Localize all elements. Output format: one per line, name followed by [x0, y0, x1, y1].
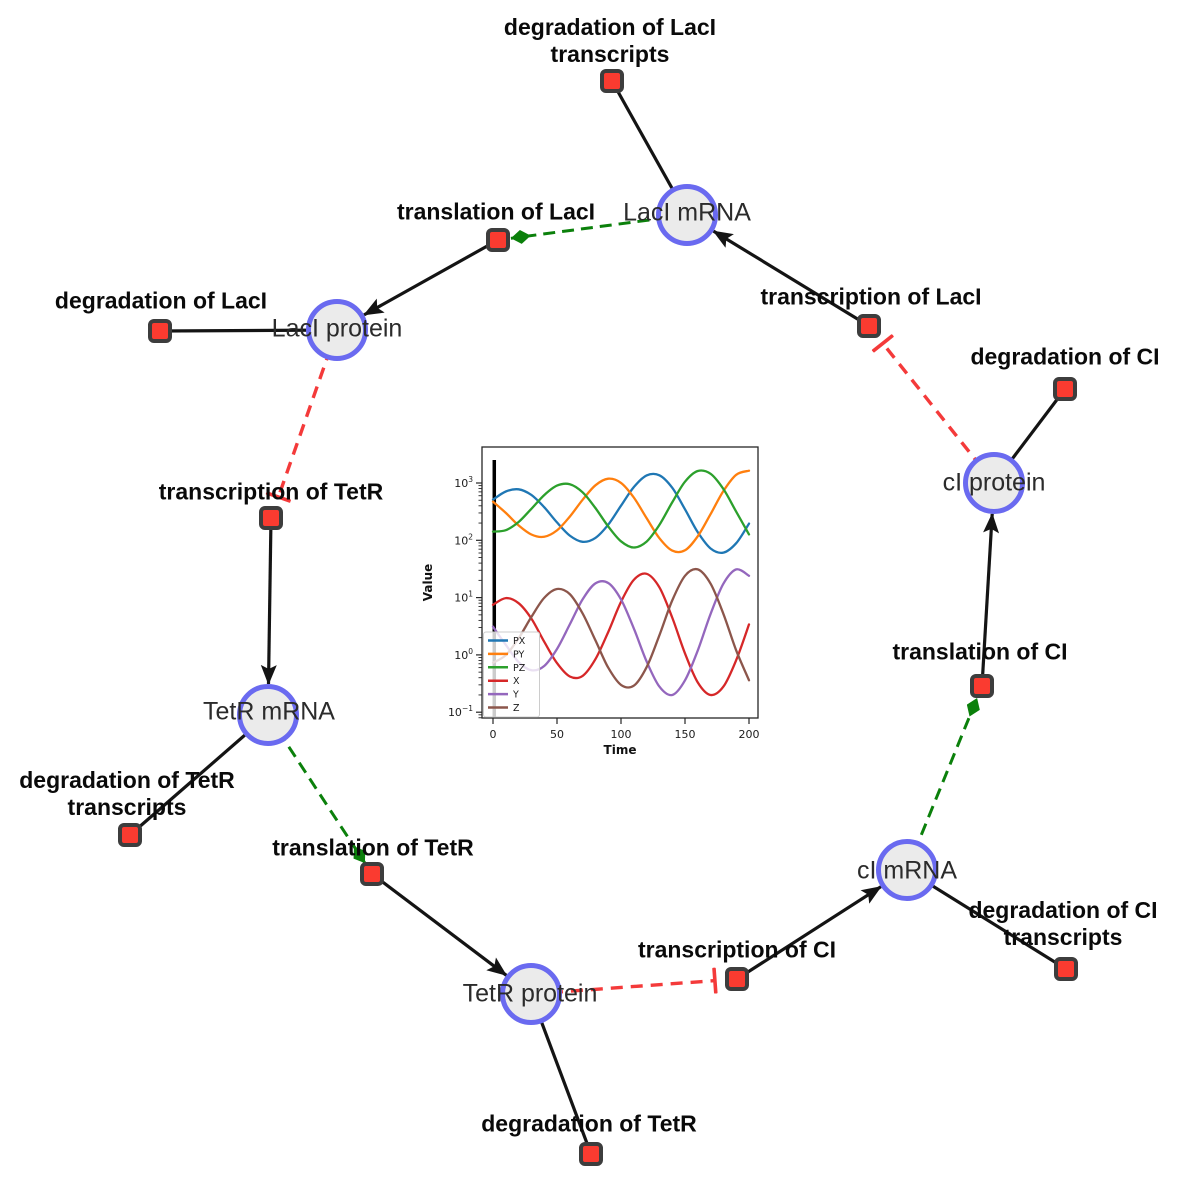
svg-text:103: 103 [454, 475, 473, 490]
chart-series-X [491, 572, 751, 697]
svg-text:100: 100 [454, 647, 473, 662]
reaction-node-degradation-of-ci[interactable] [1053, 377, 1077, 401]
legend-entry-X: X [513, 676, 520, 687]
chart-series [491, 469, 751, 697]
legend-entry-PY: PY [513, 649, 525, 660]
species-node-tetr-protein[interactable] [500, 963, 562, 1025]
reaction-node-transcription-of-laci[interactable] [857, 314, 881, 338]
edge-translation-to-tetr-protein [371, 872, 508, 977]
legend-entry-Z: Z [513, 703, 520, 714]
reaction-node-degradation-of-tetr-transcripts[interactable] [118, 823, 142, 847]
chart-legend: PX PY PZ XYZ [483, 631, 540, 718]
svg-text:200: 200 [739, 728, 760, 741]
svg-text:150: 150 [675, 728, 696, 741]
edge-translation-to-laci-protein [363, 238, 499, 317]
reaction-node-degradation-of-ci-transcripts[interactable] [1054, 957, 1078, 981]
chart-axes-frame [481, 446, 759, 719]
species-node-ci-mrna[interactable] [876, 839, 938, 901]
edge-translation-to-ci-protein [980, 512, 1000, 687]
edge-ci-mrna-to-degradation [906, 868, 1067, 971]
reaction-node-transcription-of-tetr[interactable] [259, 506, 283, 530]
reaction-node-transcription-of-ci[interactable] [725, 967, 749, 991]
svg-text:50: 50 [550, 728, 564, 741]
chart-series-PY [491, 469, 751, 554]
edge-transcription-to-laci-mrna [712, 229, 870, 328]
chart-series-PZ [491, 469, 751, 549]
reaction-node-translation-of-ci[interactable] [970, 674, 994, 698]
legend-entry-PX: PX [513, 636, 526, 647]
chart-series-PX [491, 472, 751, 554]
edge-transcription-to-tetr-mrna [260, 517, 277, 685]
reaction-node-degradation-of-laci-transcripts[interactable] [600, 69, 624, 93]
svg-text:101: 101 [454, 590, 473, 605]
species-node-tetr-mrna[interactable] [237, 684, 299, 746]
chart-axes: 103 102 101 100 10−1 0 50 100 150 200 Time Value [421, 475, 760, 757]
chart-ylabel: Value [421, 564, 435, 602]
svg-text:10−1: 10−1 [448, 704, 473, 719]
svg-text:102: 102 [454, 532, 473, 547]
chart-series-Z [491, 567, 751, 689]
species-node-laci-mrna[interactable] [656, 184, 718, 246]
svg-text:100: 100 [611, 728, 632, 741]
reaction-node-translation-of-laci[interactable] [486, 228, 510, 252]
reaction-node-degradation-of-laci[interactable] [148, 319, 172, 343]
species-node-laci-protein[interactable] [306, 299, 368, 361]
reaction-node-translation-of-tetr[interactable] [360, 862, 384, 886]
chart-xlabel: Time [604, 743, 637, 757]
svg-text:0: 0 [490, 728, 497, 741]
reaction-node-degradation-of-tetr[interactable] [579, 1142, 603, 1166]
legend-entry-PZ: PZ [513, 663, 526, 674]
species-node-ci-protein[interactable] [963, 452, 1025, 514]
legend-entry-Y: Y [512, 690, 519, 701]
edge-transcription-to-ci-mrna [736, 885, 882, 981]
